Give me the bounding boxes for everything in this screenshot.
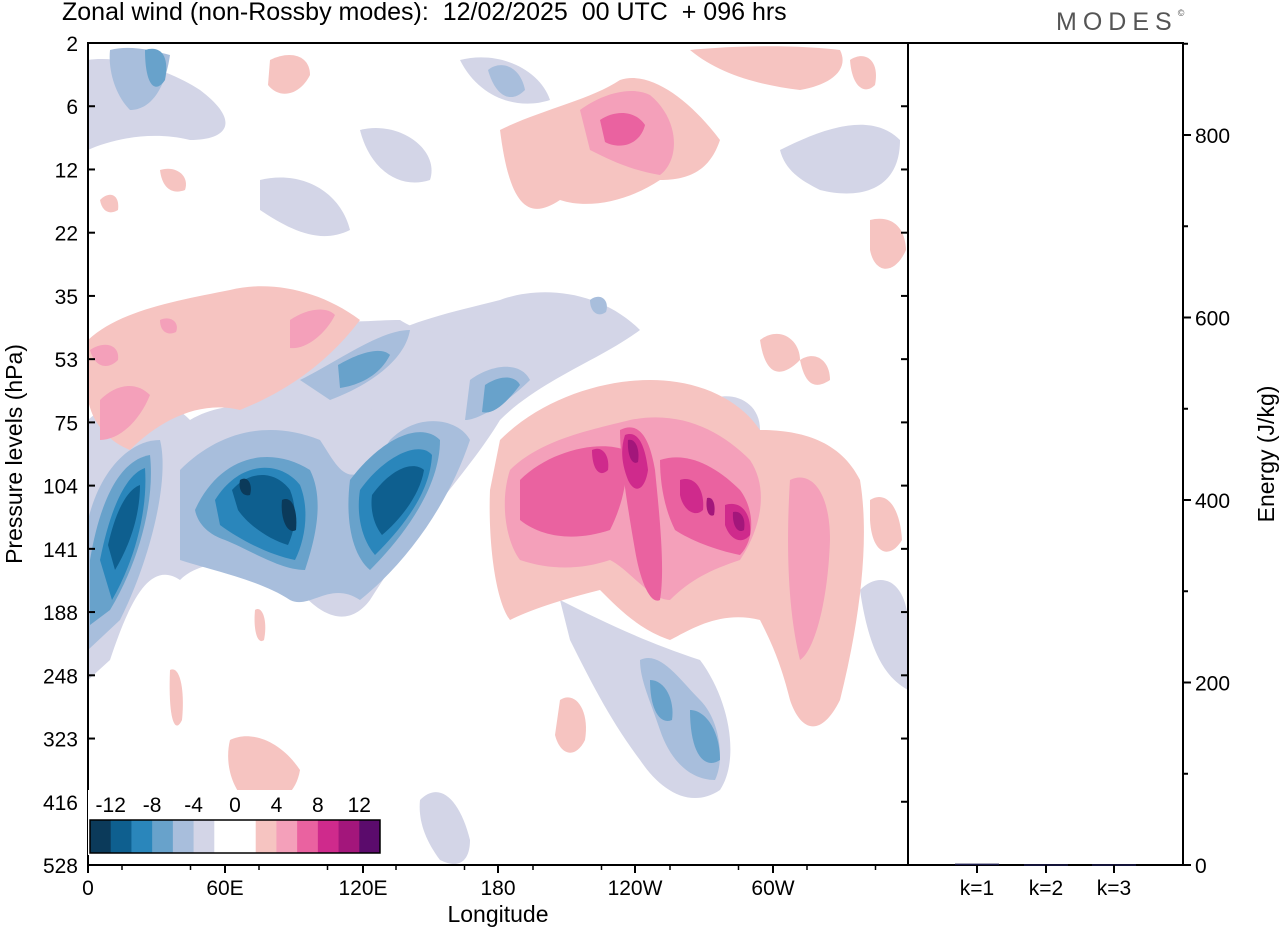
y-tick-label: 53 (55, 349, 78, 372)
y-tick-label: 6 (66, 96, 78, 119)
x-tick-label: 60W (751, 877, 794, 900)
colorbar-swatch (110, 820, 132, 853)
energy-tick-label: 400 (1195, 490, 1230, 513)
energy-tick-label: 200 (1195, 673, 1230, 696)
energy-plot-frame (907, 42, 1184, 866)
contour-band-minus-12 (239, 478, 297, 531)
y-tick-label: 12 (55, 159, 78, 182)
colorbar-swatch (214, 820, 236, 853)
colorbar-label: 4 (271, 794, 283, 817)
modes-logo: MODES© (1056, 8, 1184, 37)
y-tick-label: 416 (43, 792, 78, 815)
colorbar-frame (89, 819, 381, 854)
energy-bars: k=1 k=2 k=3 (955, 863, 1136, 900)
x-tick-label: 120E (338, 877, 387, 900)
colorbar-label: -8 (143, 794, 162, 817)
colorbar-swatch (193, 820, 215, 853)
energy-axis-title: Energy (J/kg) (1253, 386, 1279, 523)
colorbar-swatch (317, 820, 340, 853)
colorbar-label: 12 (348, 794, 371, 817)
logo-mark: © (1177, 8, 1185, 18)
y-tick-label: 248 (43, 665, 78, 688)
y-tick-label: 2 (66, 33, 78, 56)
energy-axis-ticks: 0 200 400 600 800 (1183, 42, 1230, 878)
energy-tick-label: 600 (1195, 308, 1230, 331)
y-tick-label: 75 (55, 412, 78, 435)
contour-band-plus-10 (627, 439, 745, 532)
y-tick-label: 528 (43, 855, 78, 878)
x-tick-label: 180 (480, 877, 515, 900)
logo-text: MODES (1056, 8, 1178, 36)
bar-category-label: k=3 (1097, 877, 1131, 900)
energy-bar (955, 863, 999, 866)
chart-title: Zonal wind (non-Rossby modes): 12/02/202… (62, 0, 787, 26)
bar-category-label: k=1 (960, 877, 994, 900)
colorbar-swatch (90, 820, 112, 853)
colorbar-label: -4 (184, 794, 203, 817)
x-tick-label: 0 (82, 877, 94, 900)
x-tick-label: 120W (608, 877, 663, 900)
y-tick-label: 141 (43, 539, 78, 562)
colorbar-swatch (359, 820, 381, 853)
colorbar-label: 8 (312, 794, 324, 817)
colorbar-swatch (338, 820, 360, 853)
y-tick-label: 104 (43, 476, 78, 499)
y-tick-label: 323 (43, 729, 78, 752)
colorbar-swatch (152, 820, 174, 853)
colorbar-swatch (297, 820, 319, 853)
x-axis-title: Longitude (447, 901, 548, 927)
colorbar-swatch (255, 820, 277, 853)
colorbar-label: 0 (229, 794, 241, 817)
y-axis-ticks: 2 6 12 22 35 53 75 104 141 188 248 323 416 528 (43, 33, 908, 878)
energy-tick-label: 0 (1195, 855, 1207, 878)
colorbar-label: -12 (96, 794, 126, 817)
y-tick-label: 188 (43, 602, 78, 625)
y-tick-label: 35 (55, 286, 78, 309)
x-axis-ticks: 0 60E 120E 180 120W 60W (82, 865, 877, 900)
wind-field (88, 46, 908, 864)
colorbar-swatch (276, 820, 298, 853)
x-tick-label: 60E (206, 877, 243, 900)
y-tick-label: 22 (55, 223, 78, 246)
energy-tick-label: 800 (1195, 125, 1230, 148)
colorbar-swatch (235, 820, 257, 853)
y-axis-title: Pressure levels (hPa) (1, 344, 27, 564)
bar-category-label: k=2 (1029, 877, 1063, 900)
colorbar: -12 -8 -4 0 4 8 12 (88, 790, 382, 855)
colorbar-swatch (131, 820, 153, 853)
colorbar-swatch (172, 820, 195, 853)
